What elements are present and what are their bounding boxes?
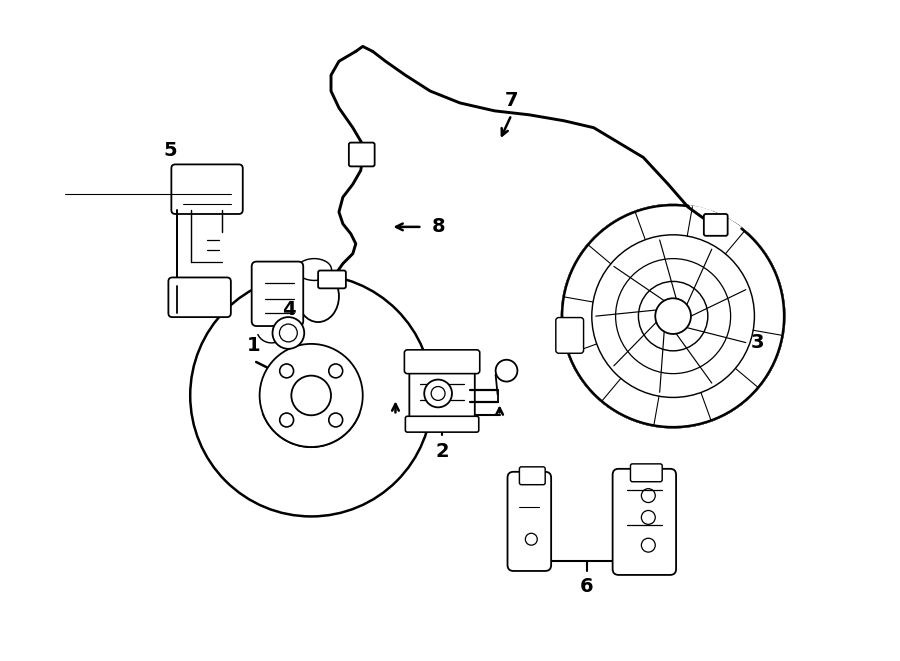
Circle shape bbox=[280, 364, 293, 378]
FancyBboxPatch shape bbox=[168, 278, 231, 317]
FancyBboxPatch shape bbox=[613, 469, 676, 575]
Circle shape bbox=[592, 235, 754, 397]
Circle shape bbox=[642, 488, 655, 502]
Circle shape bbox=[190, 274, 432, 516]
Circle shape bbox=[496, 360, 518, 381]
Circle shape bbox=[280, 413, 293, 427]
FancyBboxPatch shape bbox=[405, 416, 479, 432]
Text: 1: 1 bbox=[247, 336, 260, 356]
FancyBboxPatch shape bbox=[252, 262, 303, 326]
Circle shape bbox=[642, 538, 655, 552]
FancyBboxPatch shape bbox=[318, 270, 346, 288]
Circle shape bbox=[655, 298, 691, 334]
FancyBboxPatch shape bbox=[404, 350, 480, 373]
Text: 2: 2 bbox=[436, 442, 449, 461]
Circle shape bbox=[424, 379, 452, 407]
Circle shape bbox=[562, 205, 784, 427]
Circle shape bbox=[526, 533, 537, 545]
Circle shape bbox=[279, 324, 297, 342]
Circle shape bbox=[328, 364, 343, 378]
Text: 7: 7 bbox=[505, 91, 518, 110]
FancyBboxPatch shape bbox=[171, 165, 243, 214]
Circle shape bbox=[431, 387, 445, 401]
FancyBboxPatch shape bbox=[631, 464, 662, 482]
Circle shape bbox=[259, 344, 363, 447]
Circle shape bbox=[292, 375, 331, 415]
Circle shape bbox=[616, 258, 731, 373]
FancyBboxPatch shape bbox=[556, 317, 583, 353]
FancyBboxPatch shape bbox=[519, 467, 545, 485]
Text: 4: 4 bbox=[283, 299, 296, 319]
Text: 5: 5 bbox=[164, 141, 177, 160]
Circle shape bbox=[562, 205, 784, 427]
FancyBboxPatch shape bbox=[704, 214, 727, 236]
FancyBboxPatch shape bbox=[508, 472, 551, 571]
Circle shape bbox=[642, 510, 655, 524]
Circle shape bbox=[638, 282, 707, 351]
Circle shape bbox=[328, 413, 343, 427]
Text: 3: 3 bbox=[751, 333, 764, 352]
Circle shape bbox=[562, 205, 784, 427]
FancyBboxPatch shape bbox=[349, 143, 374, 167]
Text: 6: 6 bbox=[580, 577, 594, 596]
Circle shape bbox=[273, 317, 304, 349]
Ellipse shape bbox=[297, 258, 331, 280]
Text: 8: 8 bbox=[431, 217, 445, 237]
FancyBboxPatch shape bbox=[410, 361, 475, 428]
Ellipse shape bbox=[297, 270, 339, 322]
